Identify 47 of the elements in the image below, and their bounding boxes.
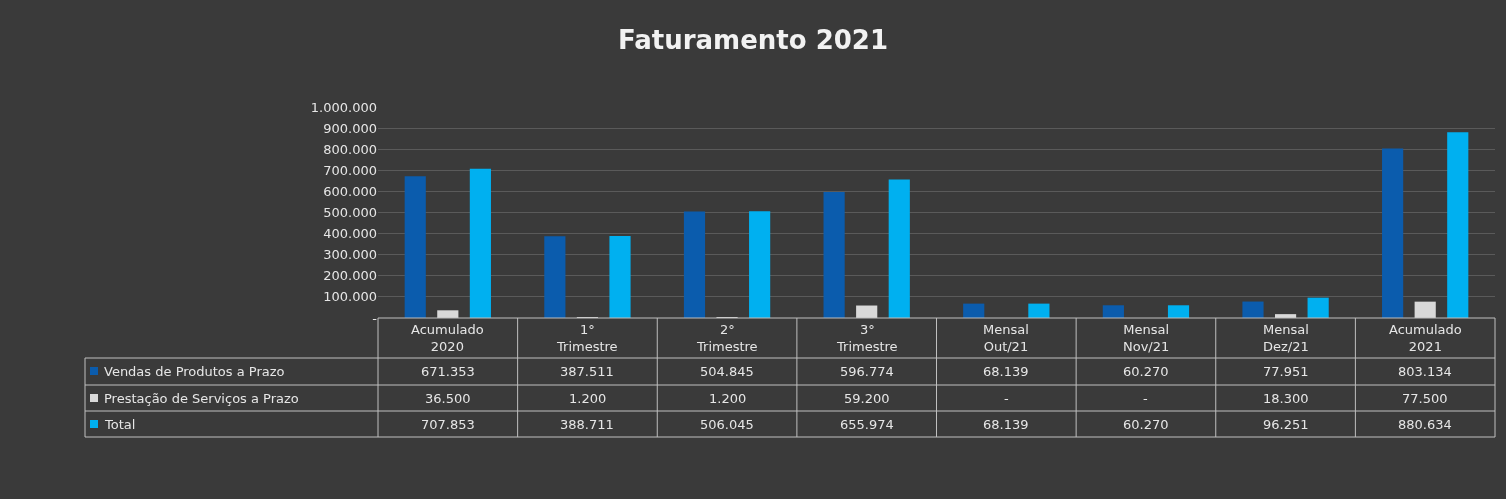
y-tick-label: 800.000 bbox=[323, 141, 377, 157]
text: - bbox=[1004, 391, 1009, 406]
x-tick-label: 2° Trimestre bbox=[696, 322, 758, 354]
data-label: 96.251 bbox=[1263, 417, 1309, 432]
x-tick-label: 3° Trimestre bbox=[836, 322, 898, 354]
x-tick-label: 1° Trimestre bbox=[556, 322, 618, 354]
y-tick-label: 600.000 bbox=[323, 183, 377, 199]
data-label: 506.045 bbox=[700, 417, 754, 432]
data-label: 60.270 bbox=[1123, 364, 1169, 379]
x-tick-label: Acumulado 2020 bbox=[411, 322, 484, 354]
y-tick-label: - bbox=[372, 310, 378, 326]
legend-label: Total bbox=[104, 417, 136, 432]
data-label: 1.200 bbox=[709, 391, 747, 406]
y-tick-label: 900.000 bbox=[323, 120, 377, 136]
x-tick-label: Mensal Out/21 bbox=[983, 322, 1029, 354]
data-label: 36.500 bbox=[425, 391, 471, 406]
data-label: 655.974 bbox=[840, 417, 894, 432]
legend-label: Prestação de Serviços a Prazo bbox=[104, 391, 299, 406]
x-tick-label: Mensal Dez/21 bbox=[1263, 322, 1309, 354]
data-label: 387.511 bbox=[560, 364, 614, 379]
data-label: 77.951 bbox=[1263, 364, 1309, 379]
data-label: 18.300 bbox=[1263, 391, 1309, 406]
text: - bbox=[1143, 391, 1148, 406]
x-tick-label: Mensal Nov/21 bbox=[1123, 322, 1170, 354]
data-label: 60.270 bbox=[1123, 417, 1169, 432]
data-label: 707.853 bbox=[421, 417, 475, 432]
y-tick-label: 200.000 bbox=[323, 268, 377, 284]
data-label: 671.353 bbox=[421, 364, 475, 379]
y-tick-label: 400.000 bbox=[323, 226, 377, 242]
y-tick-label: 300.000 bbox=[323, 247, 377, 263]
data-label: 803.134 bbox=[1398, 364, 1452, 379]
y-tick-label: 100.000 bbox=[323, 289, 377, 305]
data-label: 77.500 bbox=[1402, 391, 1448, 406]
y-tick-label: 700.000 bbox=[323, 162, 377, 178]
y-tick-label: 500.000 bbox=[323, 205, 377, 221]
data-label: 880.634 bbox=[1398, 417, 1452, 432]
data-label: 68.139 bbox=[983, 364, 1029, 379]
legend-label: Vendas de Produtos a Prazo bbox=[104, 364, 285, 379]
x-tick-label: Acumulado 2021 bbox=[1389, 322, 1462, 354]
data-label: 504.845 bbox=[700, 364, 754, 379]
data-label: 59.200 bbox=[844, 391, 890, 406]
data-label: 596.774 bbox=[840, 364, 894, 379]
data-label: 1.200 bbox=[569, 391, 607, 406]
y-tick-label: 1.000.000 bbox=[310, 99, 377, 115]
data-label: 388.711 bbox=[560, 417, 614, 432]
chart-title: Faturamento 2021 bbox=[617, 25, 889, 56]
data-label: 68.139 bbox=[983, 417, 1029, 432]
